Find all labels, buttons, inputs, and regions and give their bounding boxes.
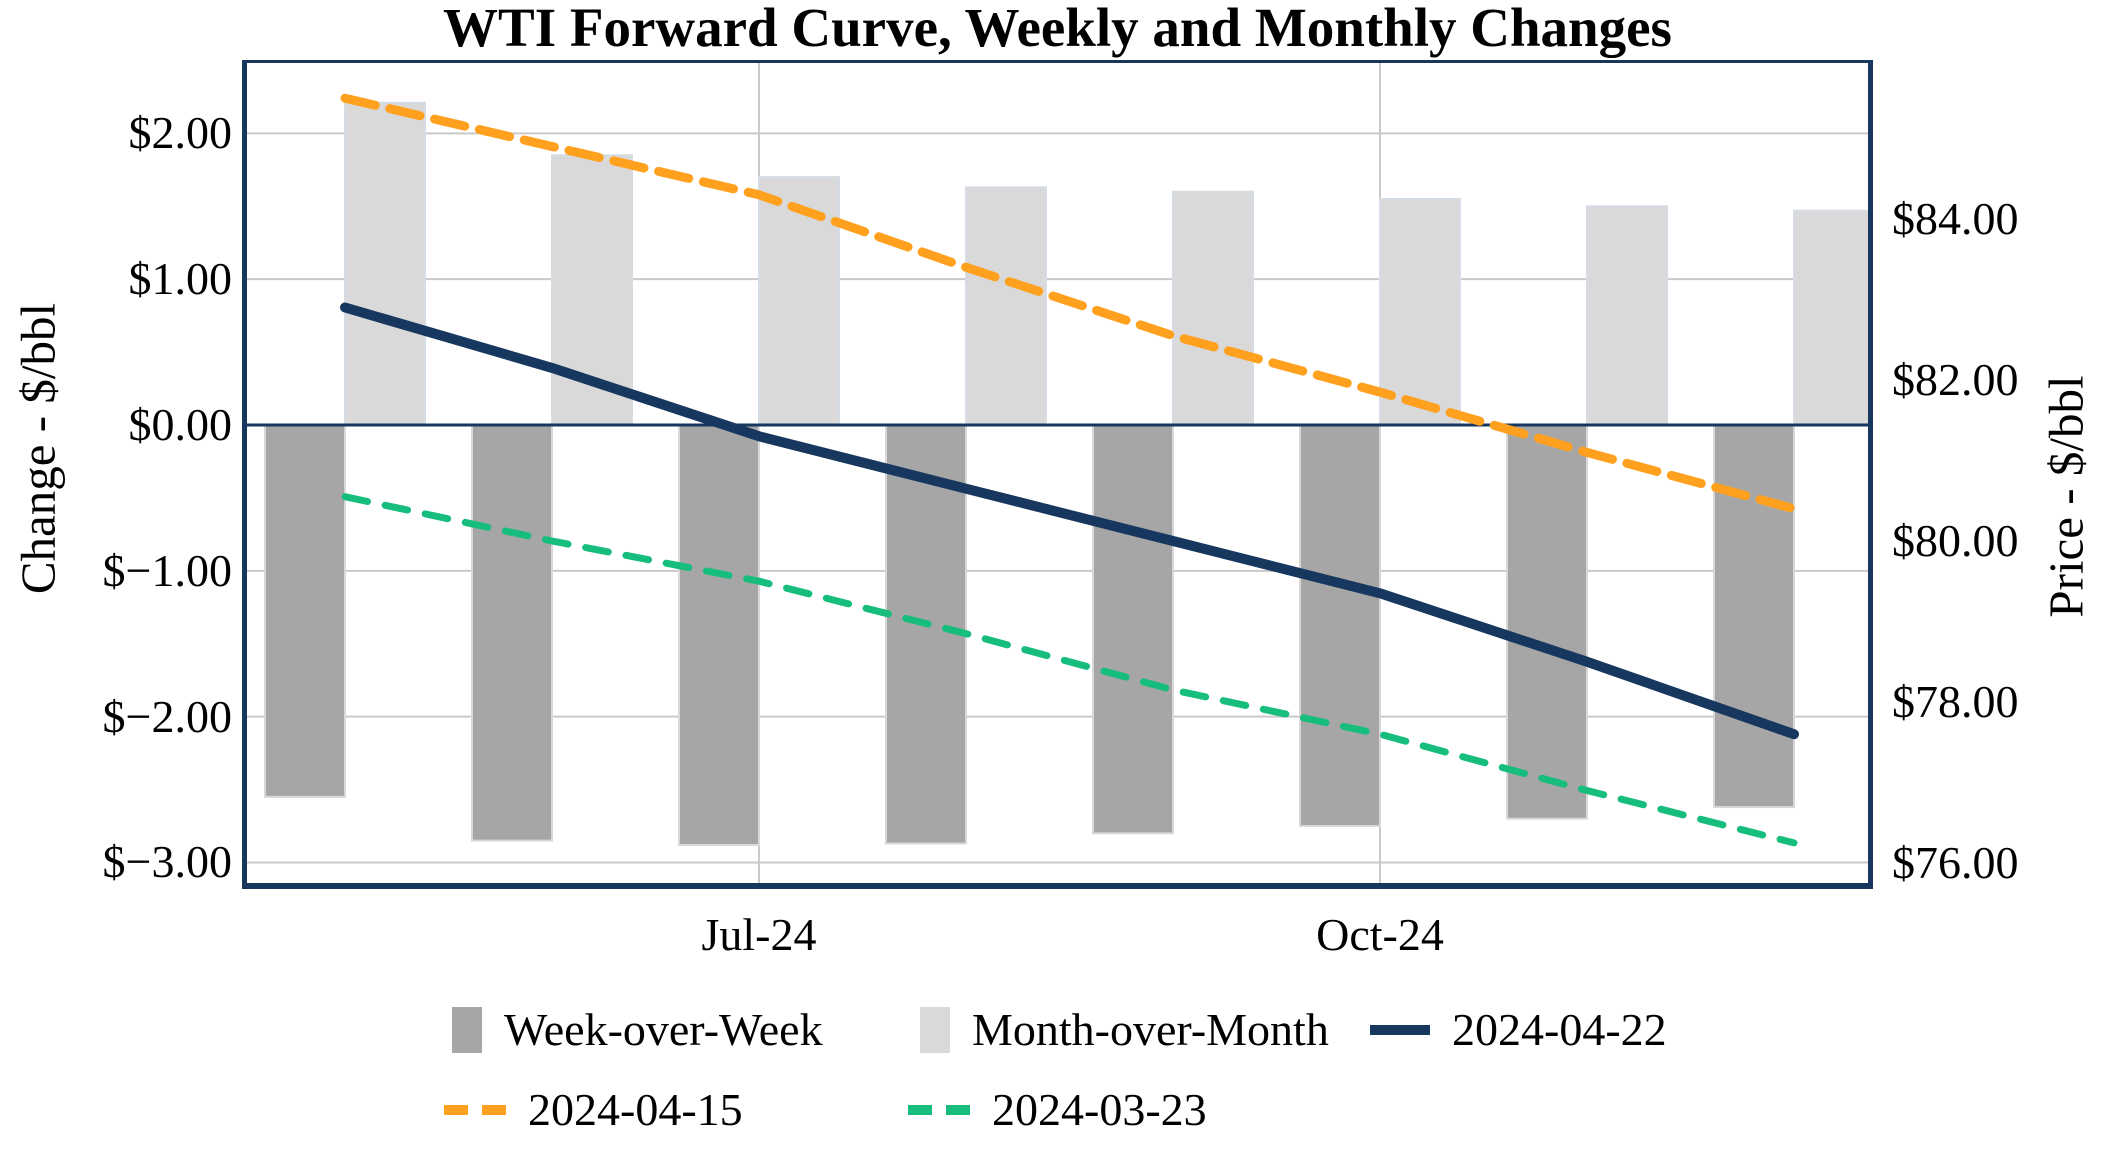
y-left-tick-label: $−3.00 — [102, 836, 232, 888]
y-right-tick-label: $78.00 — [1892, 675, 2019, 727]
line-2024-04-22 — [340, 302, 1799, 740]
y-left-tick-label: $1.00 — [128, 253, 233, 305]
legend-item-week-over-week: Week-over-Week — [452, 1004, 823, 1056]
legend-swatch-week-over-week — [452, 1007, 482, 1053]
line-2024-04-15 — [340, 93, 1799, 514]
bar-week-over-week — [678, 423, 760, 846]
bar-week-over-week — [1299, 423, 1381, 828]
x-tick-label: Jul-24 — [701, 909, 817, 960]
bar-month-over-month — [1793, 209, 1873, 426]
plot-area — [242, 60, 1873, 889]
y-right-tick-label: $82.00 — [1892, 353, 2019, 405]
line-2024-03-23 — [341, 493, 1798, 847]
bar-week-over-week — [1506, 423, 1588, 820]
y-right-tick-label: $76.00 — [1892, 836, 2019, 888]
y-left-tick-label: $2.00 — [128, 107, 233, 159]
y-left-tick-label: $0.00 — [128, 398, 233, 450]
bar-week-over-week — [471, 423, 553, 842]
legend-item-month-over-month: Month-over-Month — [920, 1004, 1329, 1056]
bar-week-over-week — [885, 423, 967, 845]
y-right-tick-label: $80.00 — [1892, 514, 2019, 566]
bar-month-over-month — [1172, 190, 1254, 426]
y-left-tick-label: $−2.00 — [102, 690, 232, 742]
bar-month-over-month — [758, 176, 840, 426]
legend-swatch-month-over-month — [920, 1007, 950, 1053]
x-tick-label: Oct-24 — [1316, 909, 1444, 960]
legend-swatch-2024-04-22 — [1370, 1025, 1430, 1035]
legend-label: Week-over-Week — [504, 1004, 823, 1055]
legend-swatch-2024-04-15 — [444, 1105, 506, 1115]
y-left-tick-label: $−1.00 — [102, 544, 232, 596]
y-right-tick-label: $84.00 — [1892, 192, 2019, 244]
bar-month-over-month — [1586, 205, 1668, 426]
y-right-axis-title: Price - $/bbl — [2038, 375, 2094, 618]
bar-week-over-week — [1092, 423, 1174, 835]
legend-label: Month-over-Month — [972, 1004, 1329, 1055]
legend-swatch-2024-03-23 — [908, 1105, 970, 1115]
legend-item-2024-04-15: 2024-04-15 — [444, 1084, 743, 1136]
chart-title: WTI Forward Curve, Weekly and Monthly Ch… — [443, 0, 1672, 58]
legend-label: 2024-03-23 — [992, 1084, 1207, 1135]
bar-month-over-month — [1379, 197, 1461, 426]
legend-item-2024-04-22: 2024-04-22 — [1370, 1004, 1667, 1056]
bar-month-over-month — [344, 101, 426, 426]
legend-label: 2024-04-22 — [1452, 1004, 1667, 1055]
bar-month-over-month — [965, 186, 1047, 426]
bar-week-over-week — [264, 423, 346, 798]
legend-label: 2024-04-15 — [528, 1084, 743, 1135]
bar-week-over-week — [1713, 423, 1795, 809]
legend-item-2024-03-23: 2024-03-23 — [908, 1084, 1207, 1136]
